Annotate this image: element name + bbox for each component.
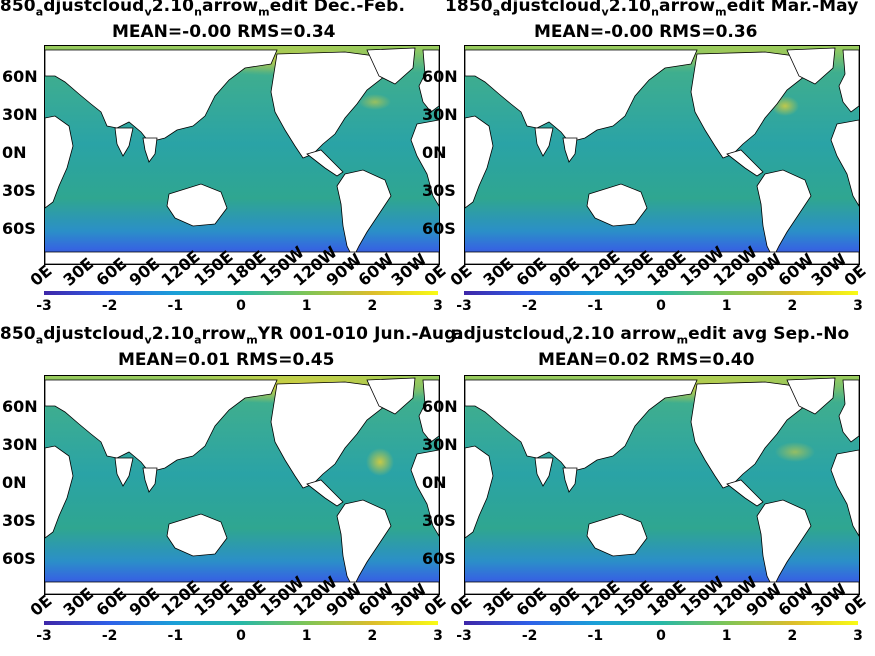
colorbar-tick-label: 1 <box>721 628 732 644</box>
panel-1-title: 1850adjustcloudv2.10narrowmedit Dec.-Feb… <box>0 0 406 19</box>
colorbar-tick-label: -1 <box>587 628 604 644</box>
panel-2-title: 1850adjustcloudv2.10narrowmedit Mar.-May <box>445 0 859 19</box>
lon-label: 0E <box>446 261 476 290</box>
colorbar-tick-label: 1 <box>301 298 312 314</box>
map-panel-2 <box>464 45 860 265</box>
colorbar-tick-label: -3 <box>456 298 472 314</box>
colorbar-tick-label: 2 <box>787 628 798 644</box>
colorbar-tick-label: -3 <box>36 628 52 644</box>
lat-label: 60S <box>422 549 456 568</box>
colorbar-tick-label: 2 <box>367 298 378 314</box>
colorbar-tick-label: -2 <box>521 628 538 644</box>
lat-label: 60N <box>2 397 38 416</box>
panel-3-title: 1850adjustcloudv2.10arrowmYR 001-010 Jun… <box>0 324 463 347</box>
colorbar-tick-label: 3 <box>433 628 443 644</box>
colorbar-2 <box>464 291 858 295</box>
panel-4-title: adjustcloudv2.10 arrowmedit avg Sep.-No <box>452 324 850 347</box>
colorbar-tick-label: -2 <box>101 628 118 644</box>
lon-label: 0E <box>26 591 56 620</box>
lat-label: 0N <box>2 473 27 492</box>
map-panel-4 <box>464 375 860 595</box>
colorbar-tick-label: 2 <box>787 298 798 314</box>
lat-label: 60N <box>422 67 458 86</box>
lat-label: 30S <box>2 181 36 200</box>
colorbar-tick-label: -1 <box>167 298 184 314</box>
colorbar-tick-label: 0 <box>656 628 666 644</box>
lat-label: 60N <box>422 397 458 416</box>
colorbar-tick-label: -2 <box>521 298 538 314</box>
colorbar-tick-label: 1 <box>301 628 312 644</box>
panel-4-stats: MEAN=0.02 RMS=0.40 <box>538 350 755 370</box>
lat-label: 30S <box>2 511 36 530</box>
lon-label: 0E <box>446 591 476 620</box>
colorbar-tick-label: 0 <box>656 298 666 314</box>
colorbar-tick-label: 2 <box>367 628 378 644</box>
colorbar-tick-label: 0 <box>236 298 246 314</box>
lat-label: 30N <box>422 105 458 124</box>
colorbar-1 <box>44 291 438 295</box>
colorbar-tick-label: -1 <box>167 628 184 644</box>
panel-2-stats: MEAN=-0.00 RMS=0.36 <box>534 22 758 42</box>
lon-label: 0E <box>26 261 56 290</box>
colorbar-tick-label: -1 <box>587 298 604 314</box>
lat-label: 0N <box>422 143 447 162</box>
colorbar-tick-label: -3 <box>456 628 472 644</box>
colorbar-4 <box>464 621 858 625</box>
lat-label: 60S <box>422 219 456 238</box>
colorbar-tick-label: 3 <box>853 628 863 644</box>
colorbar-tick-label: 0 <box>236 628 246 644</box>
map-panel-1 <box>44 45 440 265</box>
lat-label: 0N <box>2 143 27 162</box>
map-panel-3 <box>44 375 440 595</box>
lat-label: 30S <box>422 181 456 200</box>
colorbar-tick-label: 3 <box>433 298 443 314</box>
lat-label: 30N <box>2 435 38 454</box>
lat-label: 60N <box>2 67 38 86</box>
panel-3-stats: MEAN=0.01 RMS=0.45 <box>118 350 335 370</box>
colorbar-tick-label: -2 <box>101 298 118 314</box>
lat-label: 30N <box>422 435 458 454</box>
lat-label: 30N <box>2 105 38 124</box>
lat-label: 60S <box>2 219 36 238</box>
lat-label: 60S <box>2 549 36 568</box>
colorbar-tick-label: 1 <box>721 298 732 314</box>
lat-label: 30S <box>422 511 456 530</box>
colorbar-tick-label: 3 <box>853 298 863 314</box>
colorbar-3 <box>44 621 438 625</box>
lat-label: 0N <box>422 473 447 492</box>
panel-1-stats: MEAN=-0.00 RMS=0.34 <box>112 22 336 42</box>
colorbar-tick-label: -3 <box>36 298 52 314</box>
